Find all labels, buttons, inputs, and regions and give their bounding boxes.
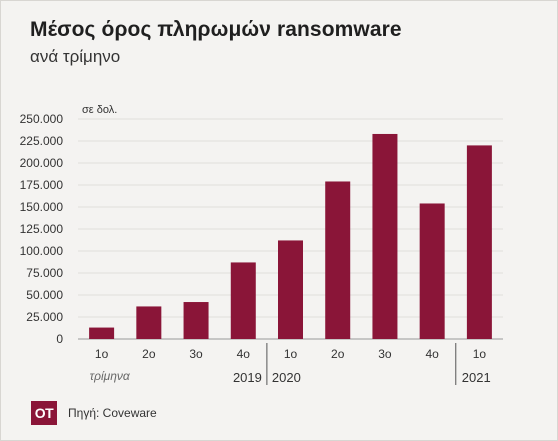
bar bbox=[89, 327, 115, 339]
bar bbox=[278, 240, 303, 339]
x-tick-label: 3ο bbox=[189, 347, 203, 361]
x-tick-label: 1ο bbox=[95, 347, 109, 361]
y-tick-label: 125.000 bbox=[20, 222, 64, 236]
bar bbox=[466, 145, 492, 339]
x-tick-label: 4ο bbox=[425, 347, 439, 361]
year-label: 2020 bbox=[272, 370, 301, 385]
publisher-logo: OT bbox=[31, 401, 57, 425]
y-tick-label: 225.000 bbox=[20, 134, 64, 148]
y-tick-label: 0 bbox=[56, 332, 63, 346]
unit-label: σε δολ. bbox=[82, 104, 117, 116]
bar bbox=[136, 306, 162, 339]
x-tick-label: 4ο bbox=[237, 347, 251, 361]
x-tick-label: 1ο bbox=[473, 347, 487, 361]
year-label: 2021 bbox=[462, 370, 491, 385]
x-tick-label: 2ο bbox=[142, 347, 156, 361]
y-tick-label: 200.000 bbox=[20, 156, 64, 170]
y-tick-label: 75.000 bbox=[26, 266, 63, 280]
y-tick-label: 150.000 bbox=[20, 200, 64, 214]
y-tick-label: 175.000 bbox=[20, 178, 64, 192]
bar bbox=[325, 181, 351, 339]
bar bbox=[183, 302, 209, 339]
y-tick-label: 100.000 bbox=[20, 244, 64, 258]
bar bbox=[419, 203, 445, 339]
source-note: Πηγή: Coveware bbox=[68, 406, 157, 420]
quarter-caption: τρίμηνα bbox=[90, 369, 131, 383]
x-tick-label: 2ο bbox=[331, 347, 345, 361]
chart-subtitle: ανά τρίμηνο bbox=[30, 47, 121, 66]
bar bbox=[372, 133, 398, 339]
chart-title: Μέσος όρος πληρωμών ransomware bbox=[30, 18, 402, 41]
y-tick-label: 250.000 bbox=[20, 112, 64, 126]
x-tick-label: 1ο bbox=[284, 347, 298, 361]
x-tick-label: 3ο bbox=[378, 347, 392, 361]
year-label: 2019 bbox=[233, 370, 262, 385]
bar bbox=[230, 262, 256, 339]
y-tick-label: 25.000 bbox=[26, 310, 63, 324]
y-tick-label: 50.000 bbox=[26, 288, 63, 302]
